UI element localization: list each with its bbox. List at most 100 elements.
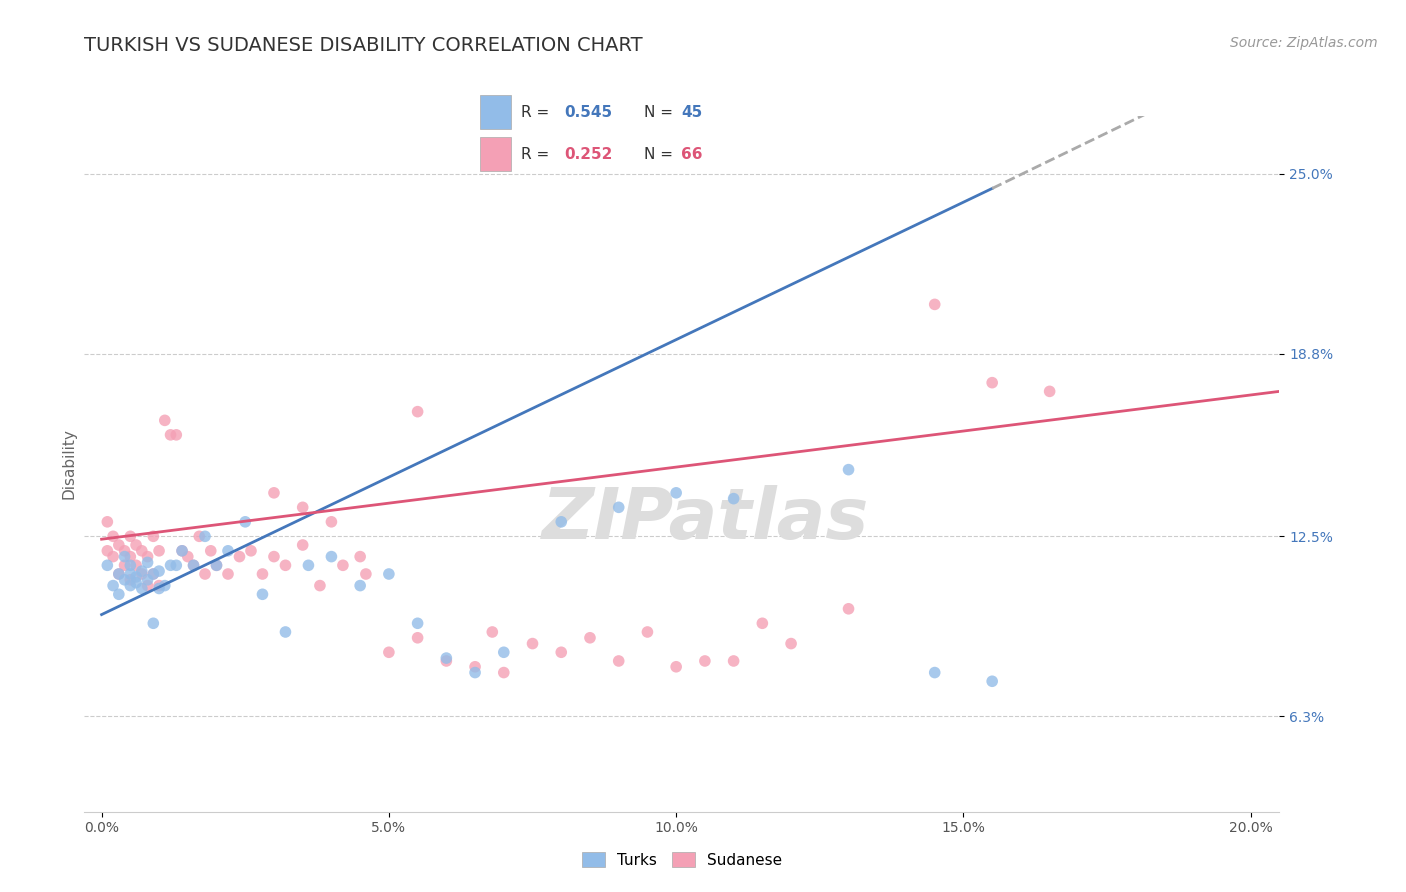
Point [434,654,457,668]
Point [924,665,946,680]
Point [136,555,159,570]
Point [349,549,371,564]
Point [101,529,124,543]
Text: R =: R = [520,105,554,120]
Point [297,558,319,573]
Point [291,538,314,552]
Point [108,538,131,552]
Point [136,549,159,564]
Point [665,485,688,500]
Point [165,428,187,442]
Point [194,567,217,582]
Point [148,582,170,596]
Point [217,567,239,582]
Point [170,544,193,558]
Point [114,544,136,558]
Point [291,500,314,515]
Point [665,660,688,674]
Point [321,549,343,564]
Point [378,567,401,582]
Point [205,558,228,573]
Point [981,376,1004,390]
Point [492,645,515,659]
Point [354,567,377,582]
Point [522,637,544,651]
Point [838,602,860,616]
Point [464,660,486,674]
Text: 45: 45 [682,105,703,120]
Point [120,567,142,582]
Point [183,558,205,573]
Point [101,549,124,564]
Point [636,624,658,639]
Point [142,567,165,582]
Point [481,624,503,639]
Point [205,558,228,573]
Point [263,549,285,564]
Point [153,579,176,593]
Point [177,549,200,564]
Point [153,413,176,427]
Point [125,575,148,590]
Text: 66: 66 [682,147,703,161]
Point [108,567,131,582]
Point [464,665,486,680]
Point [228,549,250,564]
Point [607,500,630,515]
Point [723,491,745,506]
Point [131,544,153,558]
Point [924,297,946,311]
Point [142,529,165,543]
Point [96,515,118,529]
Text: R =: R = [520,147,554,161]
Point [321,515,343,529]
Text: 0.252: 0.252 [564,147,612,161]
Text: Source: ZipAtlas.com: Source: ZipAtlas.com [1230,36,1378,50]
Point [125,538,148,552]
Point [780,637,803,651]
Point [274,558,297,573]
Point [406,405,429,419]
Point [120,573,142,587]
Point [120,558,142,573]
Point [332,558,354,573]
Point [274,624,297,639]
Point [492,665,515,680]
Point [693,654,716,668]
Point [114,573,136,587]
Point [263,485,285,500]
Point [148,579,170,593]
Point [751,616,773,631]
Point [406,631,429,645]
Point [406,616,429,631]
FancyBboxPatch shape [481,137,512,171]
Point [120,529,142,543]
Point [170,544,193,558]
FancyBboxPatch shape [481,95,512,129]
Point [136,579,159,593]
Point [434,651,457,665]
Y-axis label: Disability: Disability [60,428,76,500]
Point [131,582,153,596]
Point [252,567,274,582]
Point [183,558,205,573]
Point [142,616,165,631]
Point [148,564,170,578]
Point [120,579,142,593]
Point [125,558,148,573]
Point [233,515,256,529]
Point [550,645,572,659]
Point [131,564,153,578]
Point [309,579,332,593]
Point [159,558,181,573]
Point [240,544,263,558]
Point [131,567,153,582]
Point [838,463,860,477]
Point [96,544,118,558]
Legend: Turks, Sudanese: Turks, Sudanese [575,846,789,873]
Point [165,558,187,573]
Point [101,579,124,593]
Point [159,428,181,442]
Text: N =: N = [644,147,678,161]
Point [723,654,745,668]
